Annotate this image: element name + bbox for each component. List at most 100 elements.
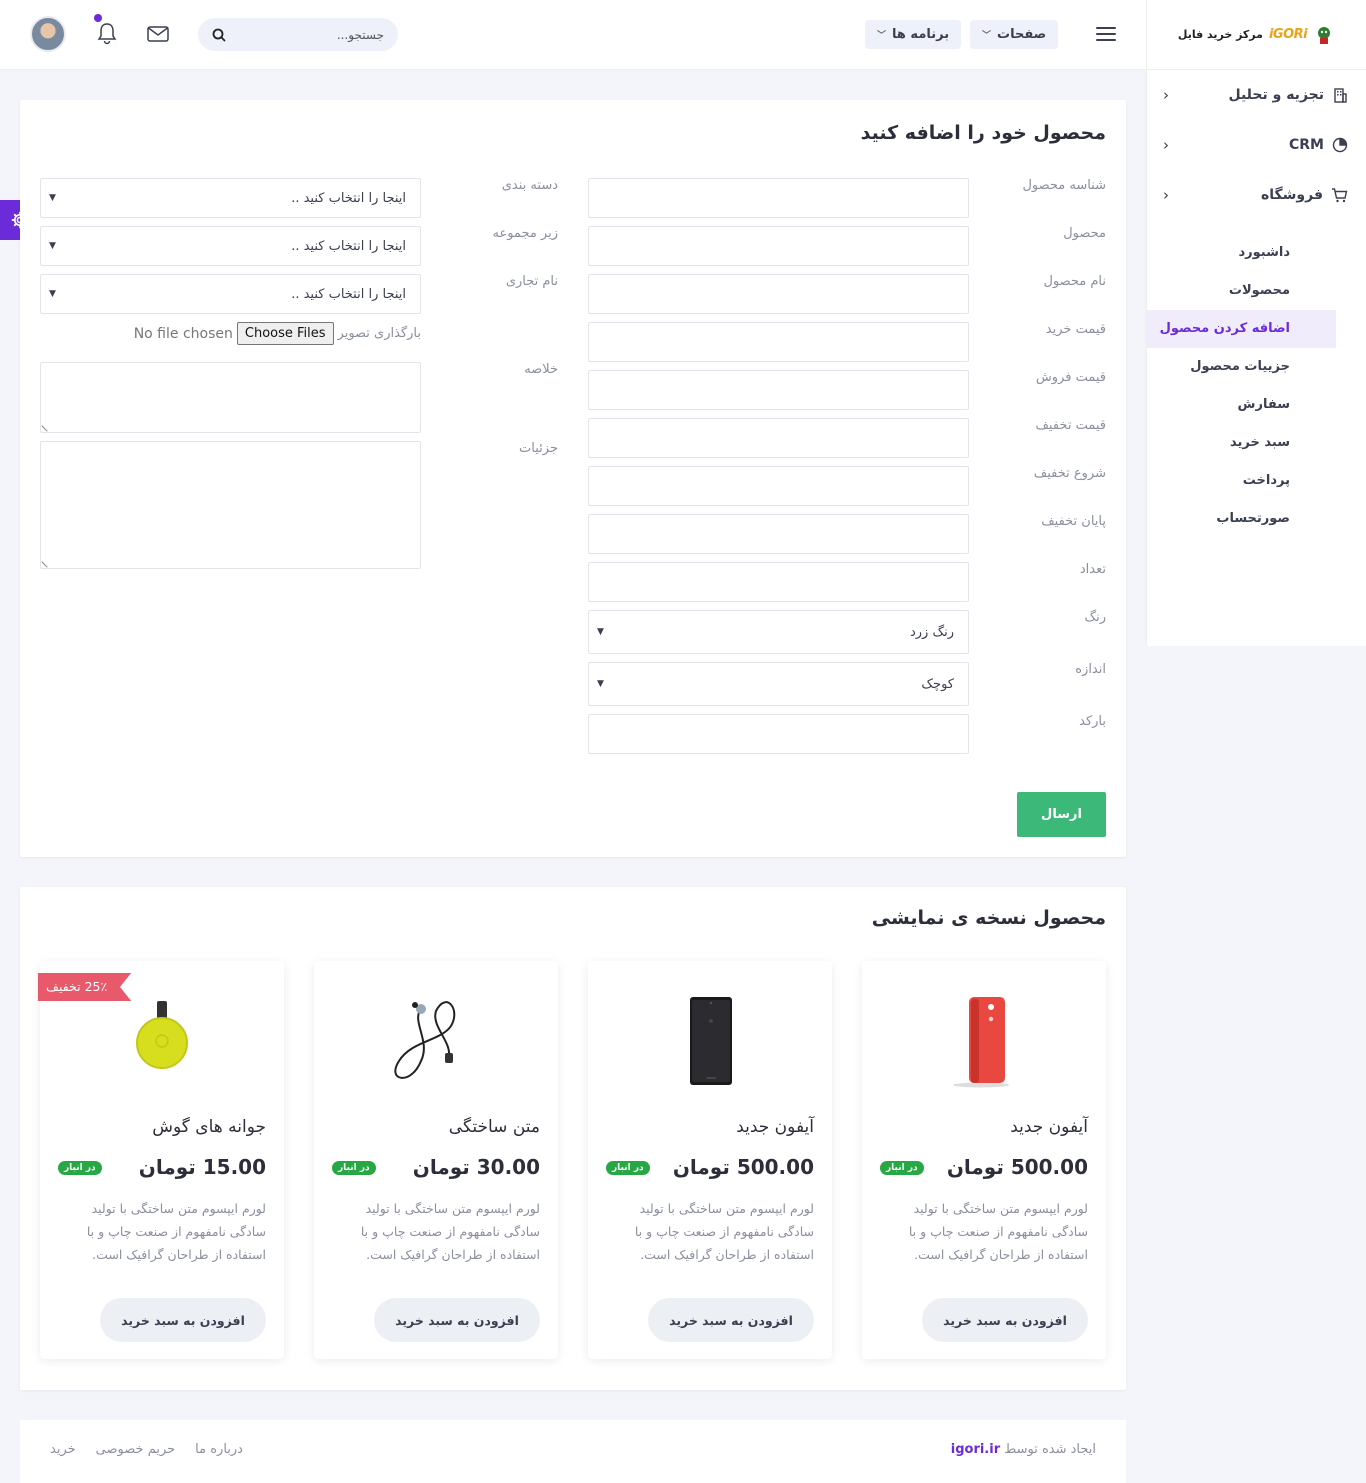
color-select[interactable]: رنگ زرد ▼ — [588, 610, 969, 654]
sidebar-item-cart[interactable]: سبد خرید — [1230, 435, 1290, 450]
footer-links: درباره ما حریم خصوصی خرید — [50, 1442, 243, 1457]
sidebar-item-orders[interactable]: سفارش — [1237, 397, 1290, 412]
bell-icon[interactable] — [94, 20, 120, 46]
details-textarea[interactable] — [40, 441, 421, 569]
sidebar-item-dashboard[interactable]: داشبورد — [1238, 245, 1290, 260]
sidebar-item-invoice[interactable]: صورتحساب — [1216, 511, 1290, 526]
category-select-value: اینجا را انتخاب کنید .. — [291, 190, 406, 206]
sidebar-group-analytics[interactable]: تجزیه و تحلیل ‹ — [1147, 70, 1366, 120]
label-discount-price: قیمت تخفیف — [1035, 418, 1106, 433]
sidebar-item-add-product[interactable]: اضافه کردن محصول — [1147, 310, 1336, 348]
sell-price-field[interactable] — [588, 370, 969, 410]
sidebar-shop-submenu: داشبورد محصولات اضافه کردن محصول جزییات … — [1147, 234, 1366, 538]
product-name: آیفون جدید — [1010, 1117, 1088, 1137]
footer-credit-link[interactable]: igori.ir — [950, 1442, 1001, 1457]
product-price: 30.00 تومان — [412, 1155, 540, 1179]
resize-grip-icon[interactable] — [41, 420, 53, 432]
label-buy-price: قیمت خرید — [1045, 322, 1106, 337]
label-discount-end: پایان تخفیف — [1041, 514, 1106, 529]
nav-pages-button[interactable]: صفحات ﹀ — [970, 20, 1059, 49]
black-phone-icon — [690, 997, 732, 1085]
category-select[interactable]: اینجا را انتخاب کنید .. ▼ — [40, 178, 421, 218]
chevron-down-icon: ﹀ — [877, 31, 887, 41]
logo[interactable]: iGORi مرکز خرید فایل — [1147, 0, 1366, 70]
sidebar-group-label: تجزیه و تحلیل — [1228, 87, 1324, 103]
caret-down-icon: ▼ — [597, 627, 604, 637]
label-details: جزئیات — [519, 441, 558, 456]
footer-link-privacy[interactable]: حریم خصوصی — [95, 1442, 176, 1457]
product-card[interactable]: 25٪ تخفیف جوانه های گوش 15.00 تومان در ا… — [38, 961, 284, 1359]
discount-start-field[interactable] — [588, 466, 969, 506]
discount-price-field[interactable] — [588, 418, 969, 458]
earphones-icon — [394, 1001, 456, 1079]
add-to-cart-button[interactable]: افزودن به سبد خرید — [922, 1298, 1088, 1342]
label-category: دسته بندی — [501, 178, 558, 193]
no-file-text: No file chosen — [133, 325, 233, 342]
add-to-cart-button[interactable]: افزودن به سبد خرید — [374, 1298, 540, 1342]
sidebar-item-products[interactable]: محصولات — [1228, 283, 1290, 298]
product-card[interactable]: متن ساختگی 30.00 تومان در انبار لورم ایپ… — [314, 961, 558, 1359]
product-name: متن ساختگی — [448, 1117, 540, 1137]
add-to-cart-button[interactable]: افزودن به سبد خرید — [100, 1298, 266, 1342]
red-phone-icon — [953, 997, 1009, 1088]
product-price: 15.00 تومان — [138, 1155, 266, 1179]
cart-icon — [1332, 188, 1348, 203]
quantity-field[interactable] — [588, 562, 969, 602]
search-icon[interactable] — [212, 28, 226, 42]
avatar[interactable] — [30, 16, 66, 52]
product-name-field[interactable] — [588, 274, 969, 314]
search-box — [198, 18, 398, 51]
topbar: برنامه ها ﹀ صفحات ﹀ — [0, 0, 1146, 70]
product-description: لورم ایپسوم متن ساختگی با تولید سادگی نا… — [634, 1201, 814, 1262]
label-summary: خلاصه — [524, 362, 558, 377]
resize-grip-icon[interactable] — [41, 556, 53, 568]
menu-icon[interactable] — [1096, 27, 1116, 43]
footer: ایجاد شده توسط igori.ir درباره ما حریم خ… — [20, 1420, 1126, 1483]
product-description: لورم ایپسوم متن ساختگی با تولید سادگی نا… — [86, 1201, 266, 1262]
chevron-down-icon: ﹀ — [982, 31, 992, 41]
size-select-value: کوچک — [921, 676, 954, 692]
discount-badge: 25٪ تخفیف — [38, 973, 132, 1001]
summary-textarea[interactable] — [40, 362, 421, 433]
size-select[interactable]: کوچک ▼ — [588, 662, 969, 706]
chevron-left-icon: ‹ — [1163, 86, 1169, 104]
footer-credit-text: ایجاد شده توسط — [1004, 1442, 1096, 1457]
mail-icon[interactable] — [146, 24, 170, 44]
label-color: رنگ — [1084, 610, 1106, 625]
subcategory-select[interactable]: اینجا را انتخاب کنید .. ▼ — [40, 226, 421, 266]
footer-link-about[interactable]: درباره ما — [195, 1442, 243, 1457]
sidebar-group-label: CRM — [1289, 137, 1324, 153]
brand-select[interactable]: اینجا را انتخاب کنید .. ▼ — [40, 274, 421, 314]
barcode-field[interactable] — [588, 714, 969, 754]
discount-end-field[interactable] — [588, 514, 969, 554]
add-to-cart-button[interactable]: افزودن به سبد خرید — [648, 1298, 814, 1342]
label-subcategory: زیر مجموعه — [492, 226, 558, 241]
product-field[interactable] — [588, 226, 969, 266]
sidebar-item-checkout[interactable]: پرداخت — [1242, 473, 1290, 488]
footer-link-shop[interactable]: خرید — [50, 1442, 76, 1457]
product-price: 500.00 تومان — [946, 1155, 1088, 1179]
nav-apps-button[interactable]: برنامه ها ﹀ — [865, 20, 962, 49]
buy-price-field[interactable] — [588, 322, 969, 362]
chevron-left-icon: ‹ — [1163, 186, 1169, 204]
in-stock-badge: در انبار — [58, 1161, 102, 1175]
label-quantity: تعداد — [1079, 562, 1106, 577]
logo-mark: iGORi — [1268, 27, 1308, 42]
label-product-id: شناسه محصول — [1022, 178, 1106, 193]
product-card[interactable]: آیفون جدید 500.00 تومان در انبار لورم ای… — [862, 961, 1106, 1359]
label-size: اندازه — [1075, 662, 1106, 677]
page-title: محصول خود را اضافه کنید — [860, 122, 1106, 144]
choose-files-button[interactable]: Choose Files — [236, 322, 334, 345]
image-upload: بارگذاری تصویر Choose Files No file chos… — [134, 322, 421, 345]
label-barcode: بارکد — [1079, 714, 1106, 729]
pie-chart-icon — [1332, 137, 1348, 153]
product-card[interactable]: آیفون جدید 500.00 تومان در انبار لورم ای… — [588, 961, 832, 1359]
sidebar-group-shop[interactable]: فروشگاه ‹ — [1147, 170, 1366, 220]
showcase-card: محصول نسخه ی نمایشی آیفون جدید 500.00 تو… — [20, 887, 1126, 1390]
submit-button[interactable]: ارسال — [1017, 792, 1106, 837]
product-id-field[interactable] — [588, 178, 969, 218]
sidebar-item-product-details[interactable]: جزییات محصول — [1190, 359, 1290, 374]
search-input[interactable] — [234, 27, 384, 42]
sidebar-group-crm[interactable]: CRM ‹ — [1147, 120, 1366, 170]
subcategory-select-value: اینجا را انتخاب کنید .. — [291, 238, 406, 254]
